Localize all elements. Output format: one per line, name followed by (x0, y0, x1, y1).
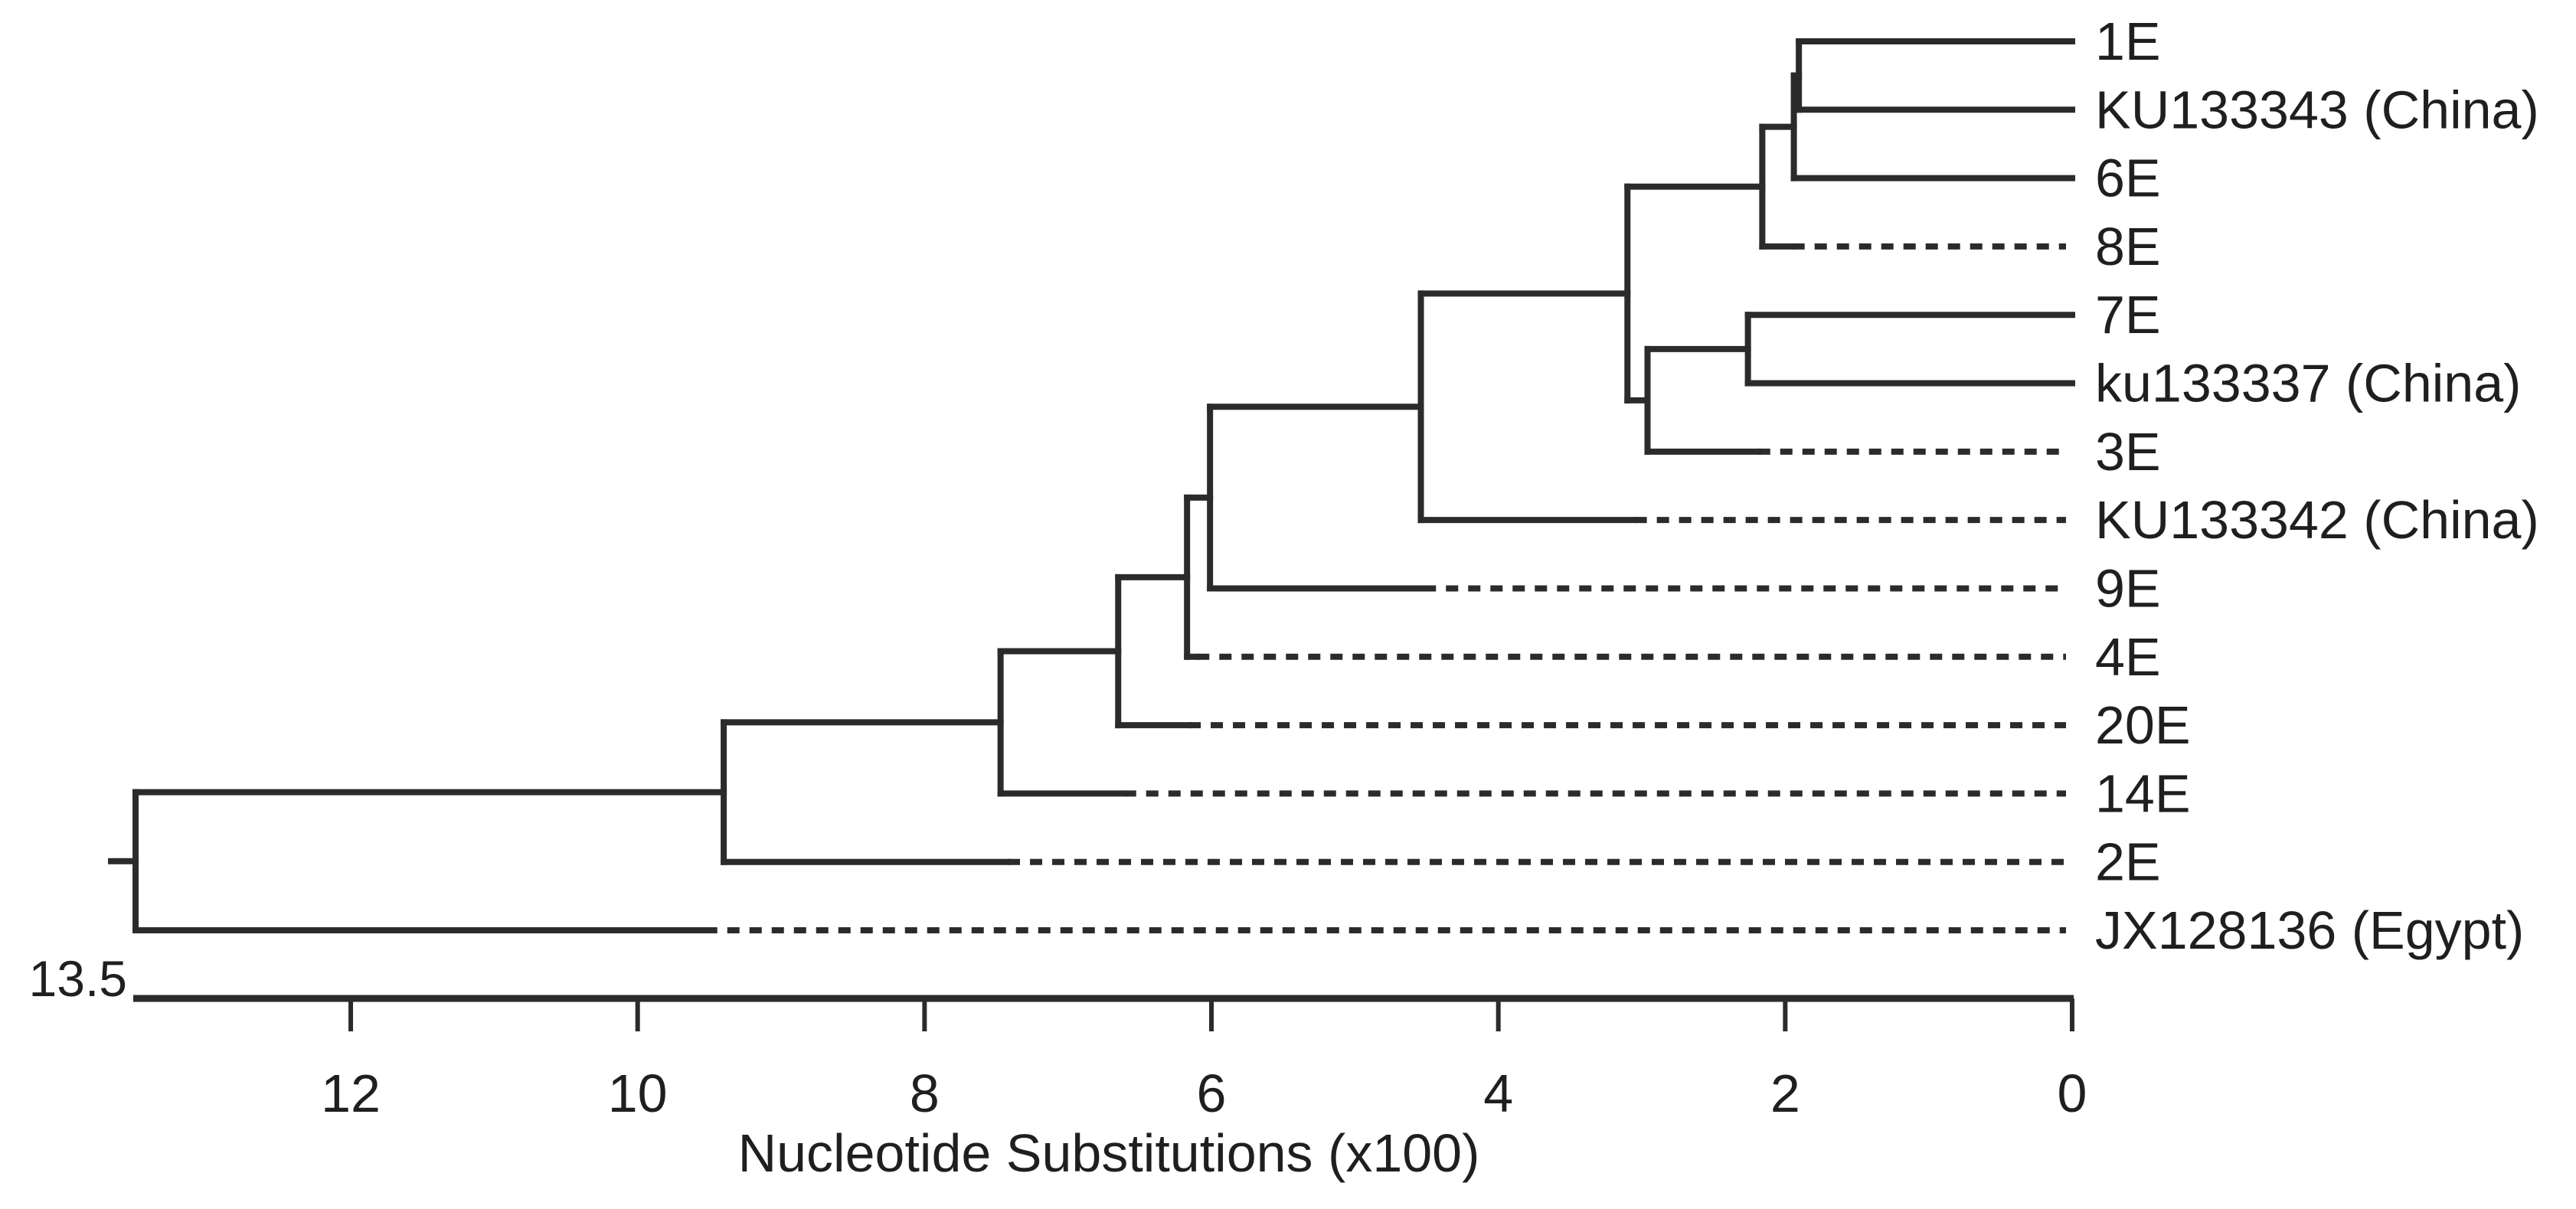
leaf-labels: 1E KU133343 (China) 6E 8E 7E ku133337 (China)… (2095, 11, 2539, 960)
axis-max-label: 13.5 (29, 950, 127, 1007)
tick-label: 12 (321, 1064, 381, 1123)
tick-label: 0 (2058, 1064, 2087, 1123)
tick-label: 8 (910, 1064, 940, 1123)
leaf-label: 8E (2095, 217, 2161, 276)
tree-branches (108, 38, 2075, 934)
leaf-label: 2E (2095, 832, 2161, 892)
tick-label: 10 (608, 1064, 668, 1123)
leaf-label: 9E (2095, 558, 2161, 618)
x-axis-tick-labels: 12 10 8 6 4 2 0 (321, 1064, 2087, 1123)
tick-label: 6 (1197, 1064, 1227, 1123)
leaf-label: JX128136 (Egypt) (2095, 900, 2524, 960)
leaf-label: 20E (2095, 695, 2191, 755)
leaf-label: ku133337 (China) (2095, 354, 2521, 413)
tick-label: 2 (1770, 1064, 1800, 1123)
leaf-label: KU133343 (China) (2095, 80, 2539, 139)
tick-label: 4 (1483, 1064, 1513, 1123)
leaf-label: 4E (2095, 627, 2161, 687)
x-axis: 12 10 8 6 4 2 0 13.5 Nucleotide Substitutions … (29, 950, 2087, 1183)
x-axis-ticks (348, 998, 2074, 1031)
leaf-label: 6E (2095, 149, 2161, 208)
leaf-label: 14E (2095, 763, 2191, 823)
x-axis-title: Nucleotide Substitutions (x100) (738, 1123, 1480, 1183)
leaf-label: 7E (2095, 285, 2161, 345)
leaf-label: KU133342 (China) (2095, 490, 2539, 550)
leaf-label: 3E (2095, 422, 2161, 482)
leaf-label: 1E (2095, 11, 2161, 71)
